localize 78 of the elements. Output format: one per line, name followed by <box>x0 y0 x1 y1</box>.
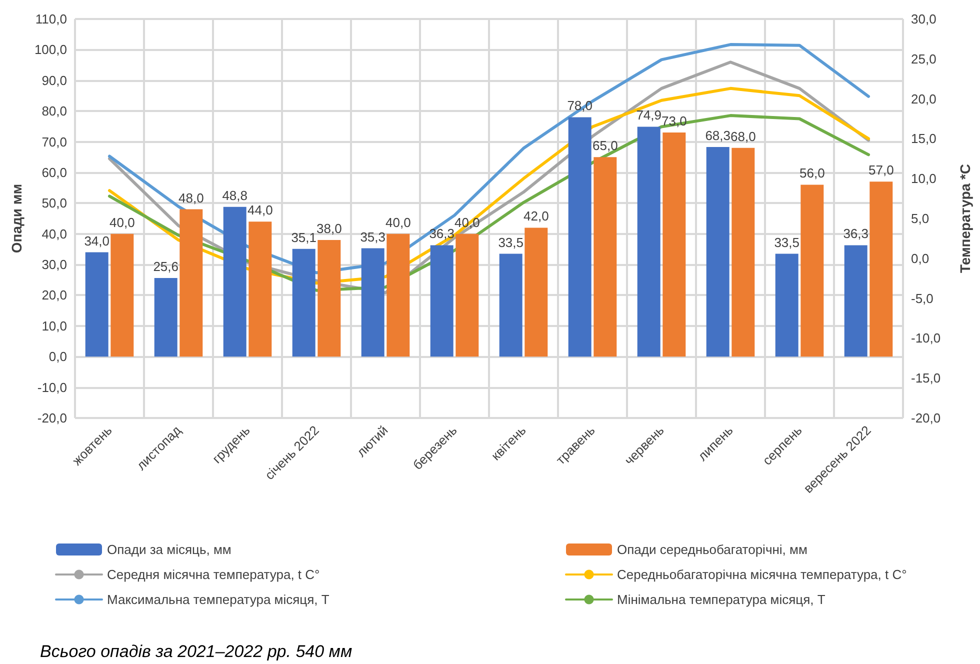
legend-label: Середньобагаторічна місячна температура, t C° <box>617 567 907 582</box>
data-label: 65,0 <box>592 138 618 154</box>
data-label: 34,0 <box>84 233 110 248</box>
y2-tick-label: 30,0 <box>911 12 936 26</box>
data-label: 36,3 <box>843 226 869 242</box>
data-label: 38,0 <box>316 220 342 236</box>
bar <box>800 184 824 357</box>
legend-label: Мінімальна температура місяця, Т <box>617 592 826 607</box>
text: Всього опадів за 2021–2022 рр. 540 мм <box>40 642 352 661</box>
data-label: 48,0 <box>178 190 204 206</box>
data-label: 33,5 <box>498 234 524 250</box>
bar <box>386 234 410 357</box>
data-label: 44,0 <box>247 202 273 218</box>
bar <box>430 245 454 357</box>
y2-tick-label: 5,0 <box>911 211 930 226</box>
y-tick-label: 70,0 <box>42 134 67 150</box>
bar <box>154 278 178 357</box>
data-label: 33,5 <box>774 234 800 250</box>
y-tick-label: 30,0 <box>42 257 67 272</box>
bar <box>662 132 686 357</box>
data-label: 74,9 <box>636 108 662 123</box>
y-tick-label: 0,0 <box>48 349 67 364</box>
bar <box>844 245 868 357</box>
y-tick-label: -10,0 <box>37 380 67 395</box>
y-tick-label: 100,0 <box>34 42 67 58</box>
legend-label: Опади середньобагаторічні, мм <box>617 542 808 557</box>
data-label: 68,3 <box>705 128 731 143</box>
bar <box>568 117 592 357</box>
data-label: 42,0 <box>523 208 549 224</box>
bar <box>318 240 341 357</box>
y-tick-label: 40,0 <box>42 226 67 242</box>
data-label: 48,8 <box>222 188 248 203</box>
bar <box>248 222 272 357</box>
y2-tick-label: 15,0 <box>911 131 936 146</box>
legend-label: Середня місячна температура, t C° <box>107 567 320 582</box>
legend-label: Опади за місяць, мм <box>107 542 232 557</box>
data-label: 56,0 <box>799 166 825 181</box>
bar <box>775 254 798 357</box>
y2-tick-label: 25,0 <box>911 51 936 66</box>
legend-label: Максимальна температура місяця, Т <box>107 592 330 607</box>
y-tick-label: 90,0 <box>42 72 67 88</box>
y2-tick-label: 0,0 <box>911 250 930 266</box>
y2-tick-label: -15,0 <box>911 370 941 386</box>
data-label: 57,0 <box>868 162 894 178</box>
bar <box>594 157 617 357</box>
y2-tick-label: 20,0 <box>911 91 936 106</box>
data-label: 25,6 <box>153 259 179 274</box>
bar <box>870 182 893 357</box>
bar <box>180 209 203 357</box>
data-label: 35,1 <box>291 230 317 245</box>
y-axis-title: Опади мм <box>8 184 25 254</box>
bar <box>456 234 479 357</box>
bar <box>85 252 108 357</box>
bar <box>732 148 755 357</box>
y2-axis-title: Температура *С <box>957 164 973 273</box>
bar <box>110 234 134 357</box>
data-label: 68,0 <box>730 128 756 144</box>
y2-tick-label: -5,0 <box>911 290 934 306</box>
y2-tick-label: 10,0 <box>911 171 936 186</box>
bar <box>499 254 522 357</box>
bar <box>637 126 660 357</box>
bar <box>706 146 730 357</box>
bar <box>223 206 246 357</box>
bar <box>524 228 548 357</box>
data-label: 35,3 <box>360 229 386 244</box>
bar <box>361 248 384 357</box>
y-tick-label: 20,0 <box>42 288 67 303</box>
y-tick-label: -20,0 <box>37 410 67 426</box>
data-label: 40,0 <box>109 214 135 230</box>
data-label: 40,0 <box>385 214 411 230</box>
y-tick-label: 60,0 <box>42 164 67 180</box>
y-tick-label: 110,0 <box>35 12 67 26</box>
y2-tick-label: -10,0 <box>911 330 941 346</box>
bar <box>292 248 316 357</box>
y-tick-label: 50,0 <box>42 196 67 211</box>
y-tick-label: 80,0 <box>42 104 67 119</box>
y-tick-label: 10,0 <box>42 318 67 334</box>
y2-tick-label: -20,0 <box>911 410 941 426</box>
